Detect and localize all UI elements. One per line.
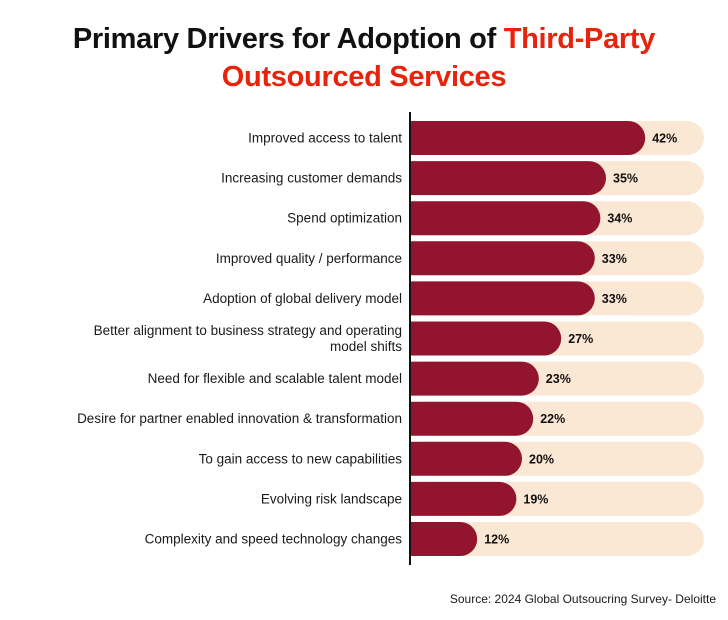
data-label-6: 23% [546,372,571,386]
category-label-9: Evolving risk landscape [261,491,402,506]
bar-9 [410,481,517,516]
source-note: Source: 2024 Global Outsoucring Survey- … [449,592,716,606]
data-label-2: 34% [607,212,632,226]
title-accent: Third-Party [503,23,656,55]
data-label-1: 35% [613,172,638,186]
data-label-3: 33% [602,252,627,266]
bar-5 [410,321,562,356]
category-label-0: Improved access to talent [248,131,402,146]
bar-1 [410,161,606,196]
data-label-5: 27% [568,332,593,346]
category-label-3: Improved quality / performance [216,251,402,266]
category-label-1: Increasing customer demands [221,171,402,186]
bar-7 [410,401,534,436]
title-prefix: Primary Drivers for Adoption of [72,23,504,55]
data-label-0: 42% [652,132,677,146]
data-label-10: 12% [484,533,509,547]
data-label-8: 20% [529,452,554,466]
chart-title: Primary Drivers for Adoption of Third-Pa… [0,20,728,96]
category-label-6: Need for flexible and scalable talent mo… [148,371,402,386]
data-label-9: 19% [523,492,548,506]
bar-track-10 [410,522,704,556]
bar-8 [410,441,522,476]
category-label-10: Complexity and speed technology changes [145,532,403,547]
bar-6 [410,361,539,396]
category-label-5: Better alignment to business strategy an… [94,323,403,354]
bar-10 [410,522,478,556]
bar-4 [410,281,595,316]
category-label-8: To gain access to new capabilities [199,451,403,466]
title-accent-line2: Outsourced Services [221,61,507,93]
category-label-4: Adoption of global delivery model [203,291,402,306]
bar-3 [410,241,595,276]
data-label-7: 22% [540,412,565,426]
category-label-7: Desire for partner enabled innovation & … [77,411,402,426]
category-label-2: Spend optimization [287,211,402,226]
bar-2 [410,201,601,236]
bar-0 [410,121,646,155]
data-label-4: 33% [602,292,627,306]
